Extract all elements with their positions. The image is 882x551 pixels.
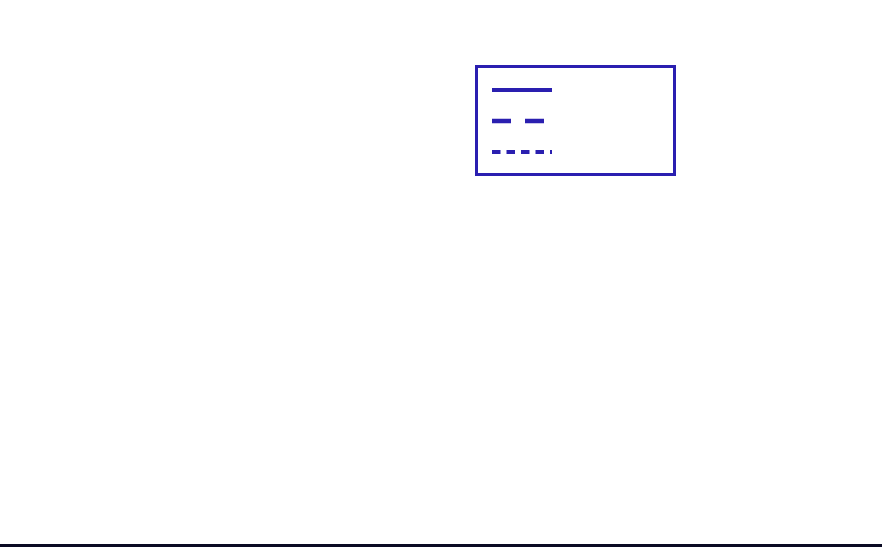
bottom-rule [0, 544, 882, 547]
legend-item-imports [490, 74, 673, 105]
long-dash-line-icon [492, 118, 552, 123]
legend-item-exports [490, 105, 673, 136]
short-dash-line-icon [492, 149, 552, 154]
solid-line-icon [492, 87, 552, 92]
legend-item-net-trade [490, 136, 673, 167]
chart-legend [475, 65, 676, 176]
